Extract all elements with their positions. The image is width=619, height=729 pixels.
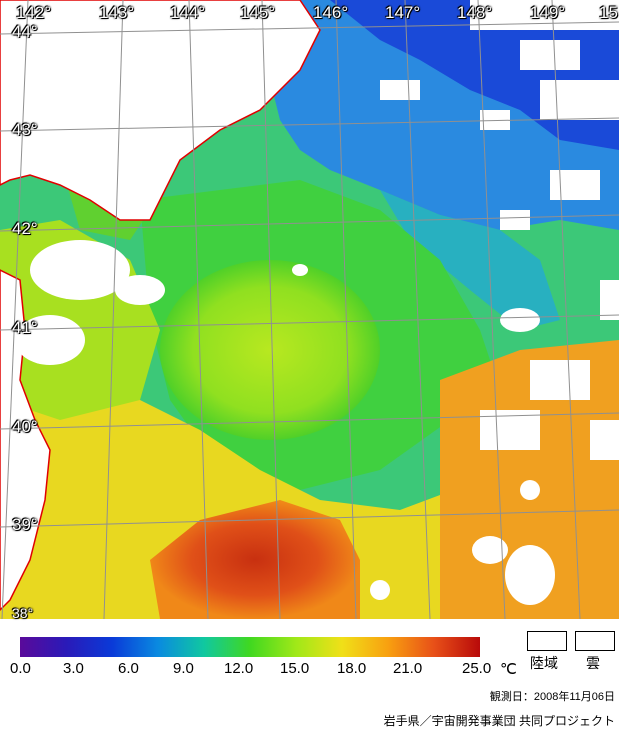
observation-date: 観測日：2008年11月06日 <box>489 691 615 703</box>
credit-text: 岩手県／宇宙開発事業団 共同プロジェクト <box>383 714 615 728</box>
tick-18: 18.0 <box>337 660 367 677</box>
tick-25: 25.0 <box>462 660 492 677</box>
temperature-color-bar <box>20 637 480 657</box>
land-swatch <box>527 631 567 651</box>
tick-3: 3.0 <box>63 660 84 677</box>
sea-surface-temperature-map <box>0 0 619 619</box>
lon-label-144: 144° <box>170 3 206 22</box>
graticule <box>0 0 619 619</box>
lon-label-148: 148° <box>457 3 493 22</box>
cloud-swatch <box>575 631 615 651</box>
warm-core-eddy <box>160 260 380 440</box>
lat-label-42: 42° <box>12 219 38 238</box>
unit-label: ℃ <box>500 661 517 678</box>
land-label: 陸域 <box>530 655 558 671</box>
lon-label-143: 143° <box>99 3 135 22</box>
lat-label-40: 40° <box>12 417 38 436</box>
land-honshu <box>0 269 51 612</box>
cloud-patches <box>15 0 619 605</box>
lat-label-43: 43° <box>12 120 38 139</box>
tick-12: 12.0 <box>224 660 254 677</box>
lat-label-41: 41° <box>12 318 38 337</box>
tick-0: 0.0 <box>10 660 31 677</box>
lon-label-150: 15 <box>599 3 618 22</box>
tick-15: 15.0 <box>280 660 310 677</box>
lon-label-145: 145° <box>240 3 276 22</box>
lon-label-146: 146° <box>313 3 349 22</box>
tick-9: 9.0 <box>173 660 194 677</box>
tick-6: 6.0 <box>118 660 139 677</box>
lon-label-147: 147° <box>385 3 421 22</box>
lon-label-149: 149° <box>530 3 566 22</box>
lat-label-44: 44° <box>12 22 38 41</box>
cloud-label: 雲 <box>586 655 600 671</box>
tick-21: 21.0 <box>393 660 423 677</box>
lat-label-38: 38° <box>12 605 34 621</box>
land-hokkaido <box>0 0 321 221</box>
lon-label-142: 142° <box>16 3 52 22</box>
lat-label-39: 39° <box>12 515 38 534</box>
